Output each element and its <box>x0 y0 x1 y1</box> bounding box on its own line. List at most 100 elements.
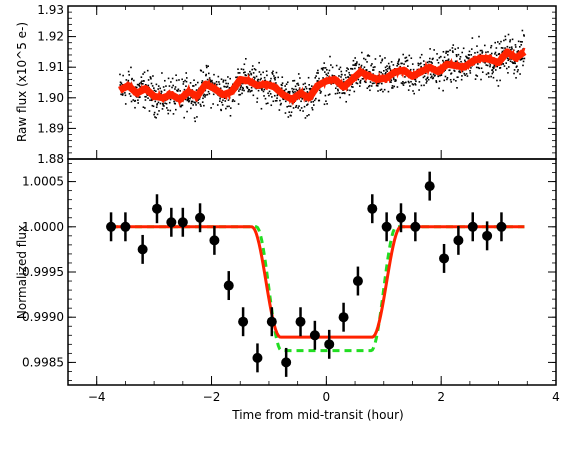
raw-flux-point <box>286 81 289 84</box>
raw-flux-point <box>468 50 471 53</box>
raw-flux-point <box>300 107 303 109</box>
raw-flux-point <box>495 47 498 49</box>
raw-flux-point <box>390 79 393 81</box>
raw-flux-point <box>338 68 341 71</box>
raw-flux-point <box>284 85 286 87</box>
raw-flux-point <box>238 94 240 96</box>
raw-flux-point <box>204 94 207 96</box>
raw-flux-point <box>412 90 414 92</box>
raw-flux-point <box>131 77 133 80</box>
raw-flux-point <box>178 79 180 81</box>
raw-flux-point <box>177 88 180 91</box>
raw-flux-point <box>271 96 273 98</box>
raw-flux-point <box>247 90 249 93</box>
raw-flux-point <box>134 86 137 88</box>
raw-flux-point <box>174 102 177 105</box>
raw-flux-point <box>215 80 218 83</box>
raw-flux-point <box>362 77 365 80</box>
raw-flux-point <box>197 102 200 104</box>
raw-flux-point <box>133 79 135 82</box>
raw-flux-point <box>395 79 397 82</box>
raw-flux-point <box>205 74 207 77</box>
raw-flux-point <box>222 99 224 101</box>
raw-flux-point <box>134 106 136 109</box>
raw-flux-point <box>137 99 139 101</box>
data-point <box>266 316 277 327</box>
raw-flux-point <box>164 79 166 82</box>
raw-flux-point <box>447 50 450 53</box>
raw-flux-point <box>316 72 318 74</box>
raw-flux-point <box>374 66 376 68</box>
raw-flux-point <box>265 70 268 73</box>
raw-flux-point <box>320 90 322 93</box>
raw-flux-point <box>386 70 389 73</box>
raw-flux-point <box>251 65 254 67</box>
raw-flux-point <box>393 85 396 88</box>
raw-flux-point <box>207 72 210 75</box>
raw-flux-point <box>429 73 432 76</box>
raw-flux-point <box>326 103 328 105</box>
bottom-y-tick-label: 1.0000 <box>22 220 64 234</box>
raw-flux-point <box>313 99 316 102</box>
raw-flux-point <box>513 72 515 75</box>
raw-flux-point <box>483 44 486 47</box>
raw-flux-point <box>270 77 272 80</box>
raw-flux-point <box>433 49 435 51</box>
raw-flux-point <box>520 44 523 46</box>
raw-flux-point <box>515 66 518 68</box>
raw-flux-point <box>245 74 247 77</box>
raw-flux-point <box>429 48 431 50</box>
raw-flux-point <box>138 96 140 99</box>
raw-flux-point <box>177 90 179 92</box>
raw-flux-point <box>212 103 214 105</box>
raw-flux-point <box>157 88 159 90</box>
data-point <box>467 221 478 232</box>
raw-flux-point <box>350 85 353 88</box>
raw-flux-point <box>463 72 466 75</box>
raw-flux-point <box>130 66 132 69</box>
raw-flux-point <box>446 77 449 79</box>
raw-flux-point <box>179 90 181 92</box>
raw-flux-point <box>155 90 157 92</box>
raw-flux-point <box>368 55 371 57</box>
raw-flux-point <box>324 94 327 97</box>
raw-flux-point <box>410 80 412 83</box>
raw-flux-point <box>195 104 197 106</box>
raw-flux-point <box>354 63 357 65</box>
raw-flux-point <box>323 103 326 106</box>
raw-flux-point <box>356 82 359 85</box>
raw-flux-point <box>404 57 407 59</box>
raw-flux-point <box>462 47 465 50</box>
raw-flux-point <box>255 75 258 78</box>
raw-flux-point <box>453 70 456 72</box>
raw-flux-point <box>347 76 350 78</box>
raw-flux-point <box>185 77 188 79</box>
raw-flux-point <box>454 48 457 50</box>
raw-flux-point <box>202 94 205 97</box>
raw-flux-point <box>256 97 259 100</box>
raw-flux-point <box>237 72 240 74</box>
raw-flux-point <box>405 56 408 59</box>
top-y-tick-label: 1.88 <box>37 152 64 166</box>
raw-flux-point <box>121 94 124 96</box>
raw-flux-point <box>240 68 243 70</box>
raw-flux-point <box>459 56 462 58</box>
raw-flux-point <box>194 83 197 86</box>
raw-flux-point <box>119 73 121 76</box>
raw-flux-point <box>374 58 377 60</box>
x-tick-label: 2 <box>437 390 445 404</box>
raw-flux-point <box>382 90 384 93</box>
raw-flux-point <box>311 108 314 111</box>
raw-flux-point <box>154 116 156 118</box>
raw-flux-point <box>394 79 397 81</box>
raw-flux-point <box>380 88 383 91</box>
raw-flux-point <box>354 57 356 59</box>
raw-flux-point <box>459 58 461 60</box>
raw-flux-point <box>383 88 386 91</box>
x-axis-label: Time from mid-transit (hour) <box>231 408 403 422</box>
raw-flux-point <box>269 80 272 82</box>
raw-flux-point <box>420 62 422 65</box>
raw-flux-point <box>229 77 231 80</box>
raw-flux-point <box>402 84 405 86</box>
raw-flux-point <box>299 109 302 112</box>
